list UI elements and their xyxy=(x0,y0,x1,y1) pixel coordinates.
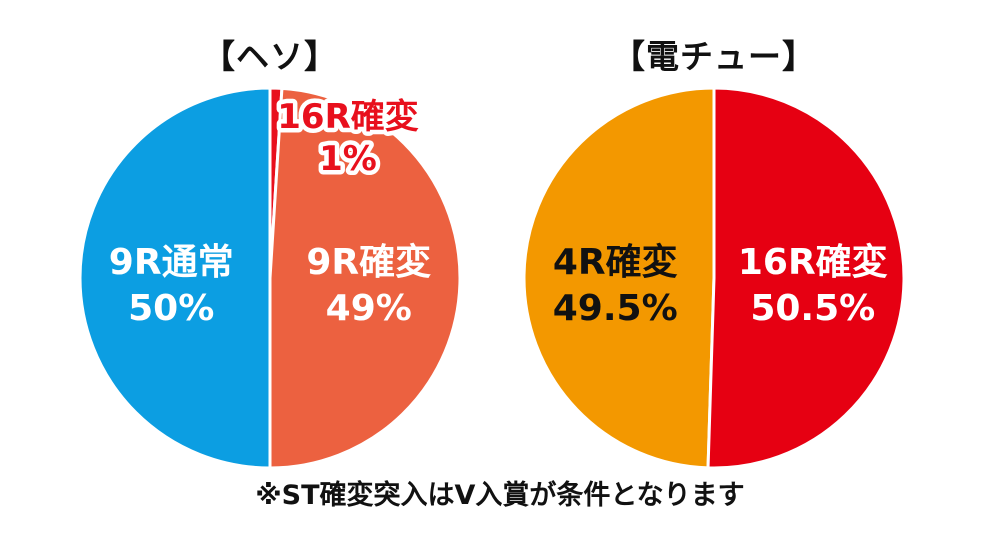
heso-slice-2 xyxy=(268,86,462,470)
footnote: ※ST確変突入はV入賞が条件となります xyxy=(255,480,745,511)
denchu-pie: 4R確変 49.5% 16R確変 50.5% xyxy=(522,86,906,470)
denchu-slice-0 xyxy=(522,86,716,470)
heso-slice-0 xyxy=(78,86,272,470)
denchu-label-1: 16R確変 xyxy=(738,241,888,283)
heso-title: 【ヘソ】 xyxy=(202,37,338,76)
denchu-value-1: 50.5% xyxy=(750,288,875,329)
denchu-label-0: 4R確変 xyxy=(553,241,678,283)
heso-label-0: 9R通常 xyxy=(109,242,234,283)
denchu-value-0: 49.5% xyxy=(553,288,678,329)
heso-value-1: 1% xyxy=(319,139,377,179)
heso-value-0: 50% xyxy=(128,288,214,329)
heso-value-2: 49% xyxy=(326,288,412,329)
denchu-title: 【電チュー】 xyxy=(612,37,816,76)
denchu-slice-1 xyxy=(706,86,906,470)
heso-label-2: 9R確変 xyxy=(306,241,431,283)
heso-label-1: 16R確変 xyxy=(277,97,419,137)
